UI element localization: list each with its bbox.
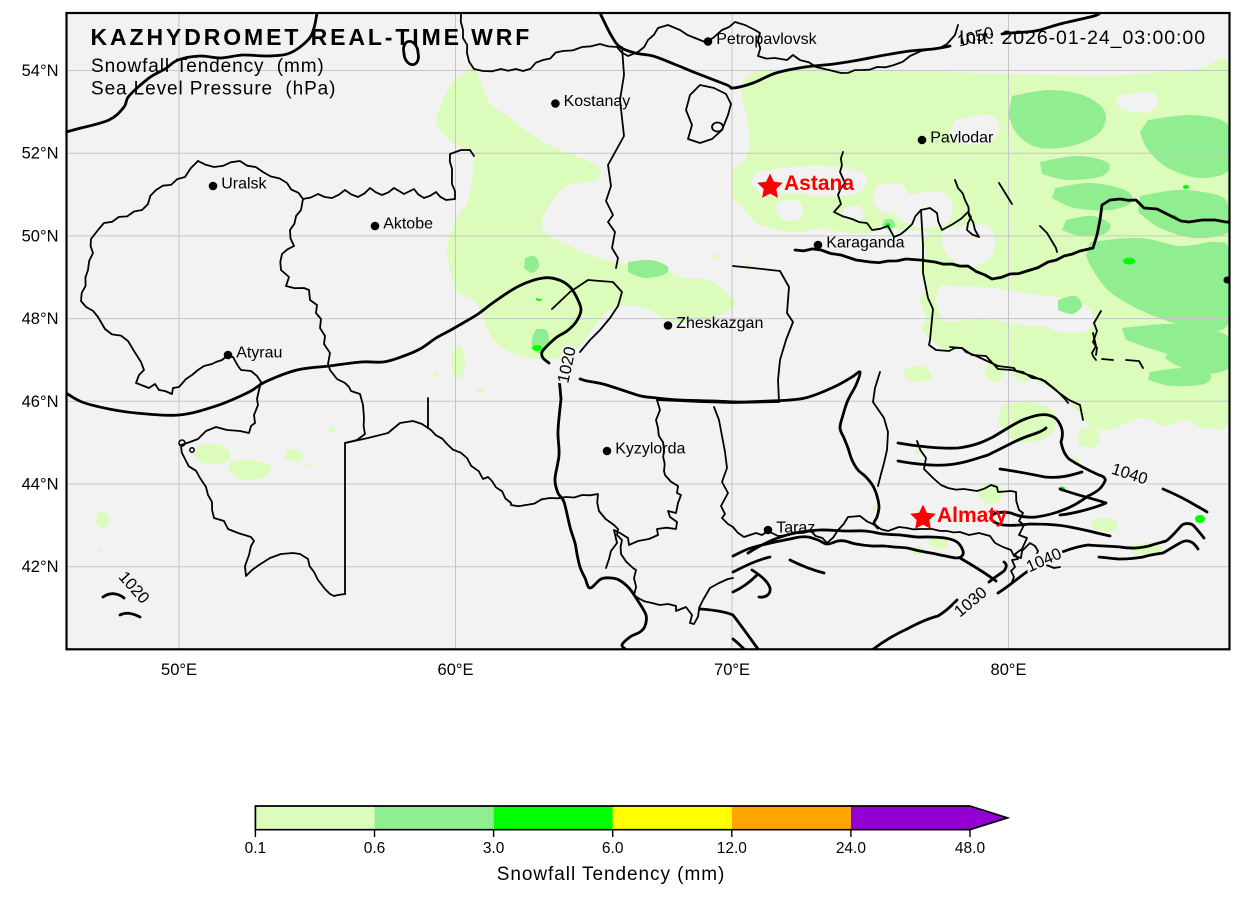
svg-text:44°N: 44°N bbox=[22, 476, 59, 494]
svg-text:24.0: 24.0 bbox=[836, 840, 867, 857]
svg-text:Sea Level Pressure (hPa): Sea Level Pressure (hPa) bbox=[91, 79, 336, 100]
svg-text:60°E: 60°E bbox=[438, 661, 474, 679]
svg-text:Pavlodar: Pavlodar bbox=[930, 130, 994, 147]
svg-text:Kostanay: Kostanay bbox=[564, 93, 631, 110]
svg-text:3.0: 3.0 bbox=[483, 840, 505, 857]
svg-text:54°N: 54°N bbox=[22, 62, 59, 80]
svg-text:Almaty: Almaty bbox=[937, 504, 1007, 527]
svg-text:Aktobe: Aktobe bbox=[383, 216, 433, 233]
svg-text:0.1: 0.1 bbox=[245, 840, 267, 857]
svg-text:Init: 2026-01-24_03:00:00: Init: 2026-01-24_03:00:00 bbox=[959, 27, 1206, 49]
svg-text:6.0: 6.0 bbox=[602, 840, 624, 857]
svg-text:0.6: 0.6 bbox=[364, 840, 386, 857]
svg-text:Uralsk: Uralsk bbox=[221, 176, 267, 193]
svg-text:Snowfall Tendency (mm): Snowfall Tendency (mm) bbox=[91, 56, 325, 77]
svg-text:Snowfall Tendency (mm): Snowfall Tendency (mm) bbox=[497, 864, 726, 885]
svg-text:Taraz: Taraz bbox=[776, 520, 815, 537]
svg-text:Kyzylorda: Kyzylorda bbox=[615, 441, 685, 458]
svg-text:KAZHYDROMET REAL-TIME WRF: KAZHYDROMET REAL-TIME WRF bbox=[91, 24, 533, 50]
svg-text:Zheskazgan: Zheskazgan bbox=[676, 315, 763, 332]
svg-text:12.0: 12.0 bbox=[717, 840, 748, 857]
svg-text:52°N: 52°N bbox=[22, 145, 59, 163]
svg-text:48°N: 48°N bbox=[22, 310, 59, 328]
svg-text:48.0: 48.0 bbox=[955, 840, 986, 857]
svg-text:70°E: 70°E bbox=[714, 661, 750, 679]
svg-text:50°N: 50°N bbox=[22, 227, 59, 245]
svg-text:Astana: Astana bbox=[784, 172, 854, 195]
svg-text:46°N: 46°N bbox=[22, 393, 59, 411]
svg-text:Petropavlovsk: Petropavlovsk bbox=[716, 31, 817, 48]
svg-text:50°E: 50°E bbox=[161, 661, 197, 679]
svg-text:Karaganda: Karaganda bbox=[826, 235, 904, 252]
svg-text:42°N: 42°N bbox=[22, 558, 59, 576]
svg-text:80°E: 80°E bbox=[991, 661, 1027, 679]
svg-text:Atyrau: Atyrau bbox=[236, 345, 282, 362]
